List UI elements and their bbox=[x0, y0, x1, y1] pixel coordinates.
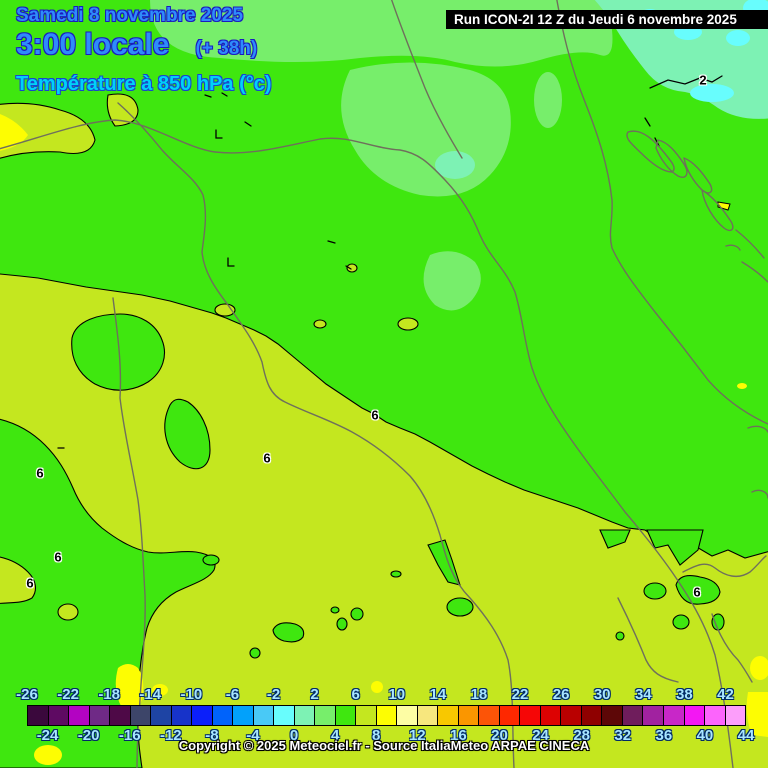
colorbar-box bbox=[294, 706, 316, 725]
colorbar-box bbox=[479, 706, 500, 725]
scale-tick-label: -2 bbox=[266, 686, 281, 703]
colorbar-box bbox=[499, 706, 521, 725]
scale-tick-label: -20 bbox=[77, 727, 100, 744]
scale-tick-label: -8 bbox=[205, 727, 219, 744]
forecast-date: Samedi 8 novembre 2025 bbox=[16, 5, 244, 26]
contour-value-label: 6 bbox=[693, 584, 701, 600]
scale-tick-label: -26 bbox=[16, 686, 38, 703]
colorbar-box bbox=[28, 706, 49, 725]
scale-tick-label: 12 bbox=[408, 727, 426, 744]
scale-tick-label: -12 bbox=[159, 727, 182, 744]
colorbar-box bbox=[458, 706, 480, 725]
contour-value-label: 2 bbox=[699, 72, 707, 88]
scale-tick-label: 24 bbox=[532, 727, 549, 744]
contour-value-label: 6 bbox=[263, 450, 271, 466]
colorbar-box bbox=[705, 706, 726, 725]
contour-value-label: 6 bbox=[54, 549, 62, 565]
scale-tick-label: 28 bbox=[573, 727, 590, 744]
scale-tick-label: -24 bbox=[36, 727, 59, 744]
scale-tick-label: 16 bbox=[450, 727, 467, 744]
scale-tick-label: 44 bbox=[737, 727, 755, 744]
colorbar-box bbox=[48, 706, 70, 725]
colorbar-box bbox=[212, 706, 234, 725]
colorbar-box bbox=[151, 706, 172, 725]
scale-tick-label: 8 bbox=[372, 727, 381, 744]
scale-tick-label: 36 bbox=[655, 727, 673, 744]
colorbar-box bbox=[520, 706, 541, 725]
colorbar-box bbox=[684, 706, 706, 725]
colorbar-box bbox=[663, 706, 685, 725]
colorbar-box bbox=[274, 706, 295, 725]
colorbar-box bbox=[335, 706, 357, 725]
scale-tick-label: 38 bbox=[676, 686, 693, 703]
colorbar-box bbox=[130, 706, 152, 725]
scale-tick-label: -6 bbox=[225, 686, 240, 703]
colorbar-box bbox=[622, 706, 644, 725]
colorbar-box bbox=[110, 706, 131, 725]
colorbar-box bbox=[438, 706, 459, 725]
colorbar-box bbox=[376, 706, 398, 725]
colorbar-box bbox=[602, 706, 623, 725]
scale-tick-label: 2 bbox=[310, 686, 319, 703]
scale-tick-label: 4 bbox=[330, 727, 340, 744]
copyright-line: Copyright © 2025 Meteociel.fr - Source I… bbox=[178, 738, 590, 753]
scale-tick-label: 26 bbox=[552, 686, 570, 703]
model-run-banner: Run ICON-2I 12 Z du Jeudi 6 novembre 202… bbox=[446, 10, 768, 29]
colorbar-box bbox=[171, 706, 193, 725]
scale-tick-label: 18 bbox=[470, 686, 488, 703]
scale-tick-label: 10 bbox=[388, 686, 406, 703]
colorbar-box bbox=[253, 706, 275, 725]
forecast-time-row: 3:00 locale (+ 38h) bbox=[16, 29, 272, 61]
contour-value-label: 6 bbox=[36, 465, 44, 481]
forecast-header: Samedi 8 novembre 2025 3:00 locale (+ 38h… bbox=[16, 6, 272, 95]
scale-tick-label: 6 bbox=[351, 686, 360, 703]
colorbar-box bbox=[89, 706, 111, 725]
scale-tick-label: -10 bbox=[180, 686, 203, 703]
forecast-hour-offset: (+ 38h) bbox=[195, 37, 258, 59]
colorbar-box bbox=[581, 706, 603, 725]
colorbar-box bbox=[69, 706, 90, 725]
forecast-variable: Température à 850 hPa (°c) bbox=[16, 73, 272, 96]
scale-tick-label: 32 bbox=[614, 727, 632, 744]
colorbar-box bbox=[315, 706, 336, 725]
colorbar-box bbox=[356, 706, 377, 725]
colorbar-box bbox=[192, 706, 213, 725]
scale-tick-label: -18 bbox=[98, 686, 120, 703]
colorbar-box bbox=[233, 706, 254, 725]
scale-tick-label: -14 bbox=[139, 686, 162, 703]
colorbar-box bbox=[643, 706, 664, 725]
scale-tick-label: 22 bbox=[511, 686, 529, 703]
temperature-colorbar bbox=[27, 705, 746, 726]
scale-tick-label: 40 bbox=[696, 727, 714, 744]
scale-tick-label: -16 bbox=[118, 727, 141, 744]
scale-tick-label: 20 bbox=[491, 727, 508, 744]
colorbar-box bbox=[540, 706, 562, 725]
colorbar-box bbox=[417, 706, 439, 725]
contour-lines bbox=[57, 75, 723, 449]
scale-tick-label: -4 bbox=[246, 727, 260, 744]
scale-tick-label: 30 bbox=[593, 686, 611, 703]
colorbar-box bbox=[397, 706, 418, 725]
scale-tick-label: 0 bbox=[289, 727, 299, 744]
scale-tick-label: -22 bbox=[57, 686, 79, 703]
contour-value-label: 6 bbox=[371, 407, 379, 423]
scale-tick-label: 34 bbox=[634, 686, 652, 703]
scale-tick-label: 42 bbox=[717, 686, 734, 703]
forecast-local-time: 3:00 locale bbox=[16, 27, 170, 61]
colorbar-box bbox=[725, 706, 746, 725]
colorbar-box bbox=[561, 706, 582, 725]
scale-tick-label: 14 bbox=[429, 686, 447, 703]
contour-value-label: 6 bbox=[26, 575, 34, 591]
